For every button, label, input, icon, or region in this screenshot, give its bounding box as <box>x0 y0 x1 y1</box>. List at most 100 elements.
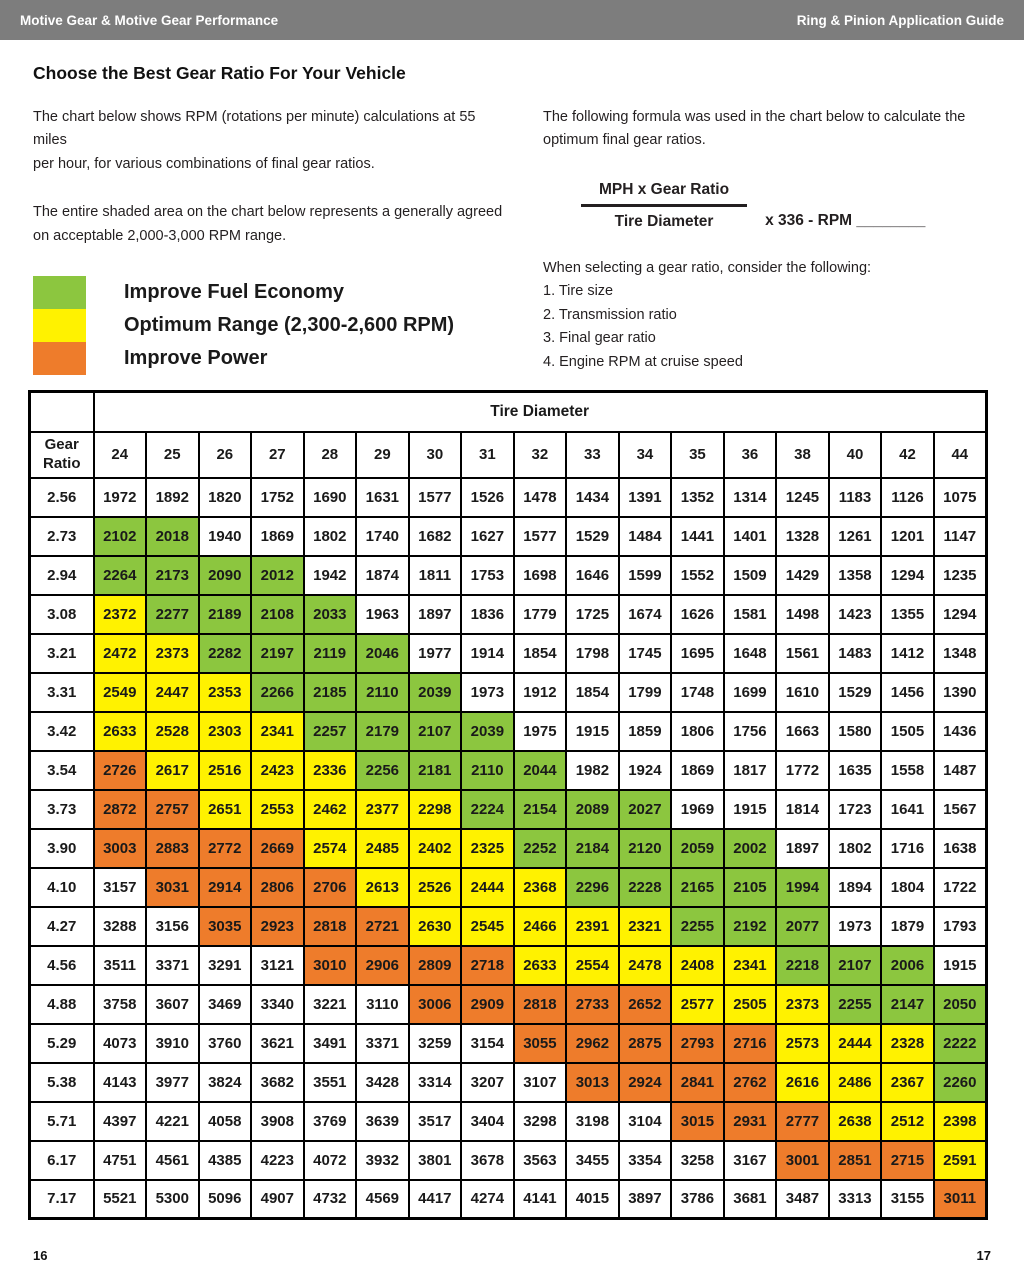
rpm-cell: 1638 <box>932 827 988 869</box>
rpm-cell: 1892 <box>145 476 200 518</box>
rpm-cell: 3563 <box>512 1139 568 1181</box>
rpm-cell: 2046 <box>355 632 410 674</box>
header-left-title: Motive Gear & Motive Gear Performance <box>20 12 279 28</box>
legend: Improve Fuel Economy Optimum Range (2,300… <box>33 276 511 376</box>
rpm-cell: 3221 <box>302 983 358 1025</box>
formula-fraction: MPH x Gear Ratio Tire Diameter <box>581 181 748 231</box>
rpm-cell: 1969 <box>670 788 725 830</box>
rpm-cell: 2652 <box>617 983 673 1025</box>
table-row: 6.17 4751 4561 4385 4223 4072 3932 3801 3678 3563… <box>28 1139 988 1181</box>
rpm-cell: 1915 <box>932 944 988 986</box>
rpm-cell: 2119 <box>302 632 358 674</box>
rpm-cell: 1434 <box>565 476 620 518</box>
table-row: 3.21 2472 2373 2282 2197 2119 2046 1977 1914 1854… <box>28 632 988 674</box>
rpm-cell: 3455 <box>565 1139 620 1181</box>
rpm-cell: 4907 <box>250 1178 305 1220</box>
rpm-cell: 3035 <box>197 905 253 947</box>
rpm-cell: 4072 <box>302 1139 358 1181</box>
rpm-cell: 1436 <box>932 710 988 752</box>
rpm-cell: 2027 <box>617 788 673 830</box>
rpm-cell: 3340 <box>250 983 305 1025</box>
tire-diameter-group-header: Tire Diameter <box>92 390 988 433</box>
rpm-cell: 1897 <box>775 827 830 869</box>
rpm-cell: 2444 <box>827 1022 883 1064</box>
rpm-cell: 3154 <box>460 1022 515 1064</box>
rpm-cell: 1401 <box>722 515 778 557</box>
rpm-cell: 3314 <box>407 1061 463 1103</box>
rpm-cell: 1725 <box>565 593 620 635</box>
tire-diameter-col-35: 35 <box>670 430 725 479</box>
rpm-cell: 2018 <box>145 515 200 557</box>
rpm-cell: 1635 <box>827 749 883 791</box>
rpm-cell: 2006 <box>880 944 935 986</box>
table-row: 2.56 1972 1892 1820 1752 1690 1631 1577 1526 1478… <box>28 476 988 518</box>
rpm-cell: 2154 <box>512 788 568 830</box>
rpm-cell: 2391 <box>565 905 620 947</box>
rpm-cell: 1626 <box>670 593 725 635</box>
rpm-cell: 1294 <box>932 593 988 635</box>
rpm-cell: 5521 <box>92 1178 148 1220</box>
rpm-cell: 2336 <box>302 749 358 791</box>
table-row: 3.31 2549 2447 2353 2266 2185 2110 2039 1973 1912… <box>28 671 988 713</box>
rpm-cell: 1798 <box>565 632 620 674</box>
rpm-cell: 4751 <box>92 1139 148 1181</box>
tire-diameter-col-38: 38 <box>775 430 830 479</box>
rpm-cell: 1817 <box>722 749 778 791</box>
consideration-item: 1. Tire size <box>543 283 614 300</box>
gear-ratio-cell: 4.10 <box>28 866 95 908</box>
tire-diameter-col-36: 36 <box>722 430 778 479</box>
rpm-cell: 1894 <box>827 866 883 908</box>
rpm-cell: 2733 <box>565 983 620 1025</box>
tire-diameter-col-44: 44 <box>932 430 988 479</box>
tire-diameter-col-42: 42 <box>880 430 935 479</box>
table-row: 4.10 3157 3031 2914 2806 2706 2613 2526 2444 2368… <box>28 866 988 908</box>
rpm-cell: 2372 <box>92 593 148 635</box>
rpm-cell: 1973 <box>827 905 883 947</box>
rpm-cell: 3469 <box>197 983 253 1025</box>
rpm-cell: 2444 <box>460 866 515 908</box>
rpm-cell: 2526 <box>407 866 463 908</box>
rpm-cell: 1859 <box>617 710 673 752</box>
rpm-cell: 1973 <box>460 671 515 713</box>
rpm-cell: 3639 <box>355 1100 410 1142</box>
rpm-cell: 2923 <box>250 905 305 947</box>
rpm-cell: 3621 <box>250 1022 305 1064</box>
rpm-cell: 1391 <box>617 476 673 518</box>
rpm-cell: 2485 <box>355 827 410 869</box>
rpm-cell: 3977 <box>145 1061 200 1103</box>
rpm-cell: 2924 <box>617 1061 673 1103</box>
rpm-cell: 2266 <box>250 671 305 713</box>
rpm-cell: 2044 <box>512 749 568 791</box>
gear-ratio-cell: 3.90 <box>28 827 95 869</box>
rpm-cell: 1509 <box>722 554 778 596</box>
tire-diameter-col-24: 24 <box>92 430 148 479</box>
rpm-cell: 4274 <box>460 1178 515 1220</box>
page-footer: 16 17 <box>0 1248 1024 1263</box>
rpm-cell: 1740 <box>355 515 410 557</box>
rpm-cell: 1879 <box>880 905 935 947</box>
table-row: 3.73 2872 2757 2651 2553 2462 2377 2298 2224 2154… <box>28 788 988 830</box>
legend-swatch-2 <box>33 309 86 343</box>
rpm-cell: 4073 <box>92 1022 148 1064</box>
rpm-cell: 2264 <box>92 554 148 596</box>
rpm-cell: 2574 <box>302 827 358 869</box>
rpm-cell: 1235 <box>932 554 988 596</box>
rpm-cell: 2090 <box>197 554 253 596</box>
table-row: 5.29 4073 3910 3760 3621 3491 3371 3259 3154 3055… <box>28 1022 988 1064</box>
rpm-cell: 2341 <box>250 710 305 752</box>
rpm-cell: 1261 <box>827 515 883 557</box>
rpm-cell: 2192 <box>722 905 778 947</box>
rpm-cell: 3932 <box>355 1139 410 1181</box>
rpm-cell: 2255 <box>827 983 883 1025</box>
rpm-cell: 1358 <box>827 554 883 596</box>
rpm-cell: 1552 <box>670 554 725 596</box>
table-row: 3.90 3003 2883 2772 2669 2574 2485 2402 2325 2252… <box>28 827 988 869</box>
rpm-cell: 2377 <box>355 788 410 830</box>
gear-ratio-cell: 4.56 <box>28 944 95 986</box>
rpm-cell: 2716 <box>722 1022 778 1064</box>
table-row: 5.38 4143 3977 3824 3682 3551 3428 3314 3207 3107… <box>28 1061 988 1103</box>
table-row: 3.42 2633 2528 2303 2341 2257 2179 2107 2039 1975… <box>28 710 988 752</box>
rpm-cell: 1814 <box>775 788 830 830</box>
consideration-item: 2. Transmission ratio <box>543 306 677 323</box>
rpm-cell: 2303 <box>197 710 253 752</box>
